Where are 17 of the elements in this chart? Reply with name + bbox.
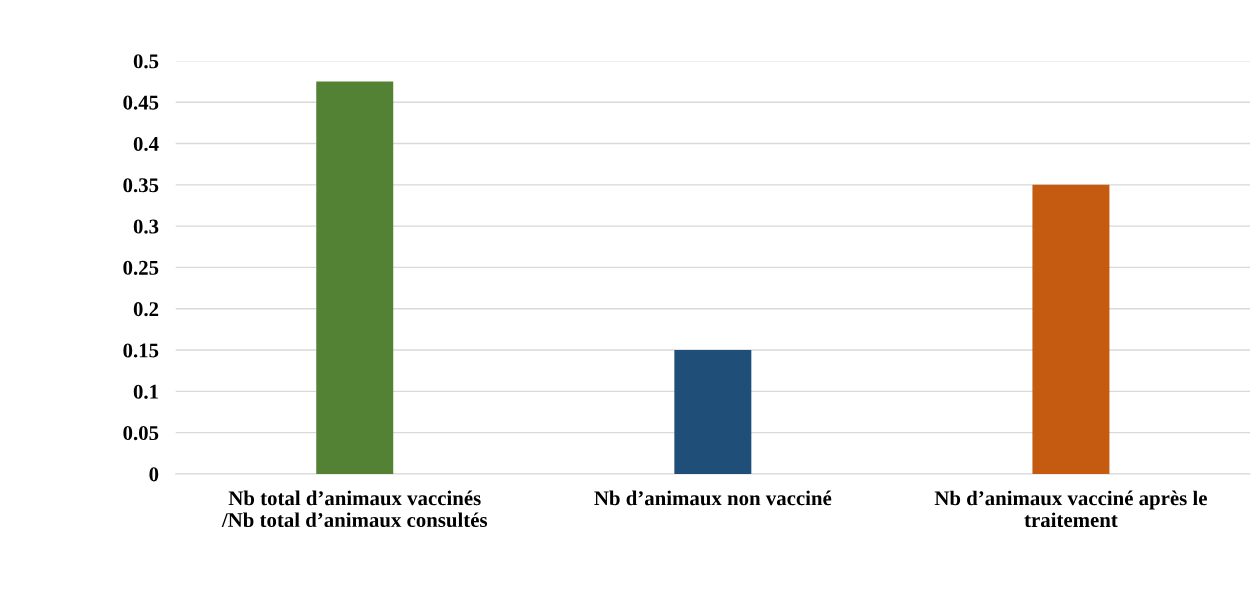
y-tick-label: 0.4 xyxy=(133,136,159,152)
x-tick-label: Nb total d’animaux vaccinés /Nb total d’animaux consultés xyxy=(221,490,488,528)
bar xyxy=(1032,184,1110,474)
y-tick-label: 0.25 xyxy=(123,260,159,275)
x-tick-label: Nb d’animaux vacciné après le traitement xyxy=(934,490,1207,528)
y-tick-label: 0 xyxy=(149,467,159,482)
y-tick-label: 0.2 xyxy=(133,302,159,317)
bar xyxy=(316,81,394,474)
y-tick-label: 0.1 xyxy=(133,384,158,399)
y-tick-label: 0.45 xyxy=(123,95,159,110)
bar xyxy=(674,350,752,474)
y-tick-label: 0.3 xyxy=(133,219,159,234)
y-tick-label: 0.5 xyxy=(133,54,159,69)
y-tick-label: 0.15 xyxy=(123,343,159,358)
x-tick-label: Nb d’animaux non vacciné xyxy=(594,490,832,506)
y-tick-label: 0.05 xyxy=(123,426,159,441)
y-tick-label: 0.35 xyxy=(123,178,159,193)
